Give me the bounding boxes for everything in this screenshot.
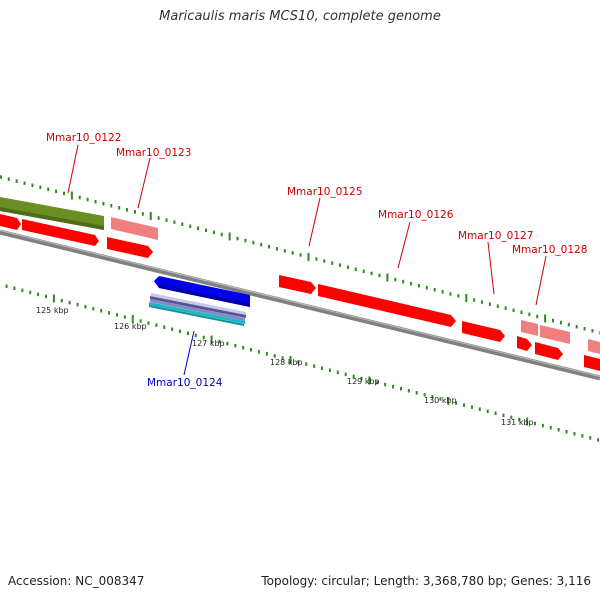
gene-label-0125[interactable]: Mmar10_0125 xyxy=(287,186,362,198)
gene-arrow-0125[interactable] xyxy=(279,275,316,294)
gene-label-0124[interactable]: Mmar10_0124 xyxy=(147,377,223,389)
gene-label-0122[interactable]: Mmar10_0122 xyxy=(46,132,121,144)
gene-label-0127[interactable]: Mmar10_0127 xyxy=(458,230,533,242)
leader-0128 xyxy=(535,255,547,306)
gene-label-0126[interactable]: Mmar10_0126 xyxy=(378,209,454,221)
gene-arrow-0121[interactable] xyxy=(0,214,21,230)
gene-arrow-0128[interactable] xyxy=(535,342,563,360)
leader-0123 xyxy=(137,157,151,209)
kbp-label-129: 129 kbp xyxy=(347,377,380,386)
kbp-label-125: 125 kbp xyxy=(36,306,69,315)
gene-arrow-0126[interactable] xyxy=(318,284,456,327)
kbp-label-127: 127 kbp xyxy=(192,339,225,348)
accession-text: Accession: NC_008347 xyxy=(8,574,145,588)
lower-tick-row xyxy=(5,284,600,442)
genome-backbone xyxy=(0,229,600,381)
gene-arrow-0123[interactable] xyxy=(107,237,153,258)
gene-label-0123[interactable]: Mmar10_0123 xyxy=(116,147,191,159)
gene-arrow-0129[interactable] xyxy=(584,355,600,371)
upper-tick-row xyxy=(0,175,600,335)
topology-text: Topology: circular; Length: 3,368,780 bp… xyxy=(261,574,591,588)
feature-pink-0128[interactable] xyxy=(540,325,570,344)
leader-0127 xyxy=(487,241,495,295)
gene-arrow-0122[interactable] xyxy=(22,219,99,246)
feature-pink-0123[interactable] xyxy=(111,217,158,240)
leader-lines xyxy=(67,144,547,306)
feature-olive-shade xyxy=(0,207,104,230)
kbp-label-128: 128 kbp xyxy=(270,358,303,367)
kbp-label-130: 130 kbp xyxy=(424,396,457,405)
gene-label-0128[interactable]: Mmar10_0128 xyxy=(512,244,587,256)
gene-arrow-0127b[interactable] xyxy=(517,336,532,351)
kbp-label-131: 131 kbp xyxy=(501,418,534,427)
leader-0124 xyxy=(183,330,195,376)
feature-pink-0129[interactable] xyxy=(588,339,600,354)
leader-0126 xyxy=(397,221,411,269)
leader-0125 xyxy=(308,197,321,247)
gene-arrow-0127a[interactable] xyxy=(462,321,505,342)
map-title: Maricaulis maris MCS10, complete genome xyxy=(159,9,441,24)
kbp-label-126: 126 kbp xyxy=(114,322,147,331)
leader-0122 xyxy=(67,144,79,194)
feature-pink-0127[interactable] xyxy=(521,320,538,336)
gene-0124-stripes xyxy=(149,293,246,326)
genome-backbone-highlight xyxy=(0,230,600,377)
gene-arrow-0124-shade xyxy=(159,284,250,307)
